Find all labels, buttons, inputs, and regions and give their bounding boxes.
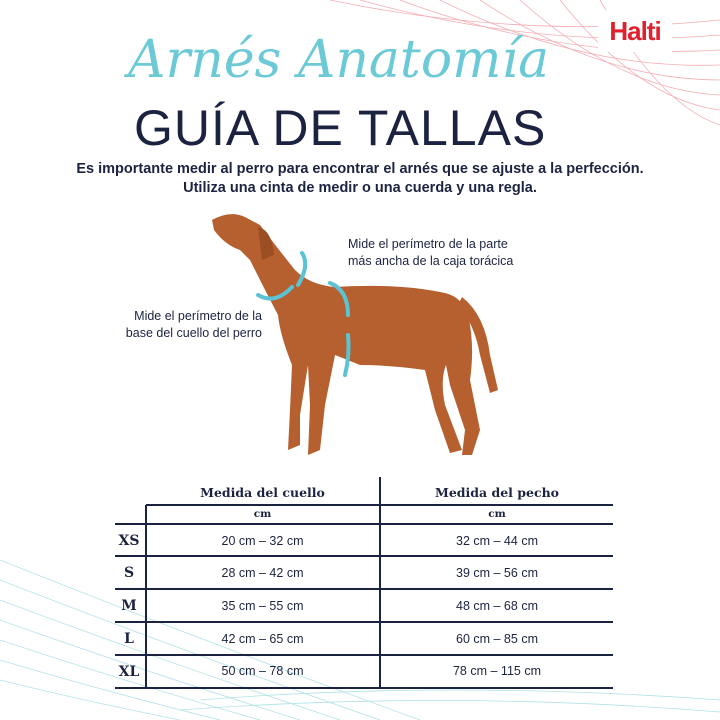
table-divider: [379, 477, 381, 689]
size-label: XS: [118, 533, 140, 549]
neck-range: 50 cm – 78 cm: [221, 664, 304, 678]
column-header-neck: Medida del cuello: [200, 485, 325, 500]
table-divider: [115, 588, 613, 590]
unit-chest: cm: [488, 508, 506, 520]
table-divider: [115, 654, 613, 656]
chest-annotation: Mide el perímetro de la parte más ancha …: [348, 236, 513, 270]
size-label: XL: [118, 664, 140, 680]
chest-range: 48 cm – 68 cm: [456, 599, 538, 613]
table-divider: [115, 555, 613, 557]
chest-range: 39 cm – 56 cm: [456, 566, 538, 580]
neck-annotation: Mide el perímetro de la base del cuello …: [126, 308, 262, 342]
table-divider: [145, 505, 147, 689]
chest-annotation-line: Mide el perímetro de la parte: [348, 237, 508, 251]
neck-annotation-line: Mide el perímetro de la: [134, 309, 262, 323]
size-label: M: [121, 598, 137, 614]
chest-range: 78 cm – 115 cm: [452, 664, 541, 678]
chest-range: 32 cm – 44 cm: [456, 534, 538, 548]
product-script-title: Arnés Anatomía: [128, 30, 550, 90]
size-label: L: [124, 631, 134, 647]
size-label: S: [123, 565, 135, 581]
dog-illustration: [212, 214, 498, 455]
intro-line-1: Es importante medir al perro para encont…: [76, 161, 644, 177]
neck-range: 20 cm – 32 cm: [221, 534, 304, 548]
table-divider: [115, 621, 613, 623]
table-divider: [115, 523, 613, 525]
page-title: GUÍA DE TALLAS: [134, 100, 547, 156]
intro-line-2: Utiliza una cinta de medir o una cuerda …: [183, 180, 537, 196]
table-divider: [146, 504, 613, 506]
table-divider: [115, 687, 613, 689]
neck-range: 35 cm – 55 cm: [221, 599, 304, 613]
neck-range: 42 cm – 65 cm: [221, 632, 304, 646]
column-header-chest: Medida del pecho: [435, 485, 559, 500]
chest-range: 60 cm – 85 cm: [456, 632, 538, 646]
neck-annotation-line: base del cuello del perro: [125, 326, 262, 340]
unit-neck: cm: [253, 508, 272, 520]
halti-logo: Halti: [598, 10, 672, 52]
chest-annotation-line: más ancha de la caja torácica: [348, 254, 514, 268]
neck-range: 28 cm – 42 cm: [221, 566, 304, 580]
